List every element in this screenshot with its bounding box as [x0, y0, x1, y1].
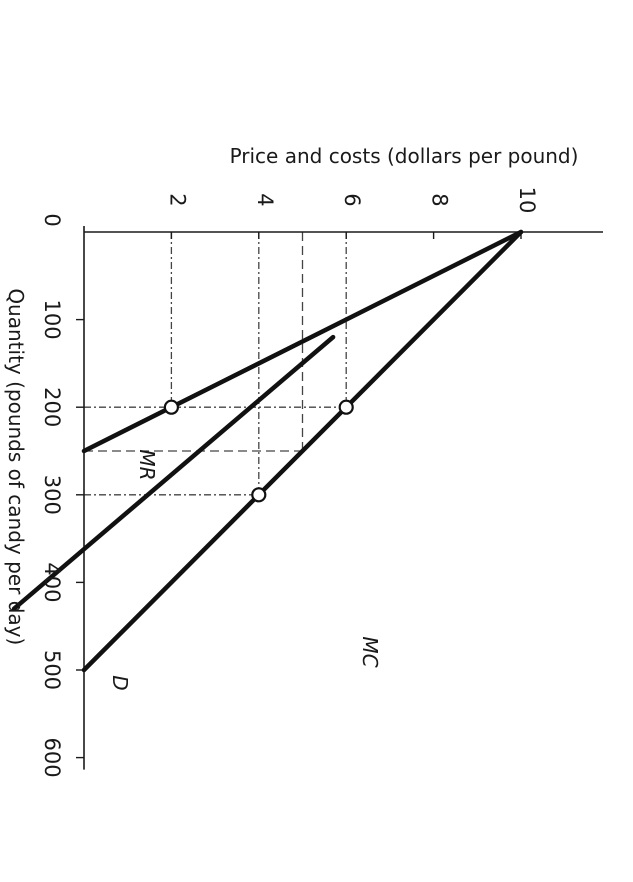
- curve-label-mc: MC: [358, 636, 382, 667]
- price-tick-label: 10: [515, 187, 539, 214]
- quantity-tick-label: 100: [40, 300, 64, 340]
- curve-mr: [81, 229, 524, 454]
- quantity-tick-label: 500: [40, 650, 64, 690]
- curve-label-d: D: [108, 675, 132, 690]
- highlight-point: [338, 399, 354, 415]
- labels: 0 100 200 300 400 500 600 2 4 6 8 10 Quantity (pound…: [4, 144, 578, 778]
- axes: [76, 226, 603, 770]
- highlight-point: [163, 399, 179, 415]
- guide-lines: [84, 232, 347, 496]
- curves: [11, 229, 524, 673]
- highlight-points: [163, 399, 354, 503]
- curve-label-mr: MR: [135, 449, 159, 480]
- price-axis-title: Price and costs (dollars per pound): [230, 144, 579, 168]
- quantity-tick-label: 400: [40, 562, 64, 602]
- quantity-axis-title: Quantity (pounds of candy per day): [4, 288, 28, 645]
- price-tick-label: 4: [253, 193, 277, 206]
- quantity-tick-label: 0: [40, 213, 64, 226]
- quantity-tick-label: 200: [40, 387, 64, 427]
- curve-mc: [11, 334, 336, 611]
- quantity-tick-label: 300: [40, 475, 64, 515]
- highlight-point: [251, 487, 267, 503]
- quantity-tick-label: 600: [40, 738, 64, 778]
- price-tick-label: 8: [428, 193, 452, 206]
- price-tick-label: 2: [165, 193, 189, 206]
- price-tick-label: 6: [340, 193, 364, 206]
- curve-d: [81, 229, 524, 673]
